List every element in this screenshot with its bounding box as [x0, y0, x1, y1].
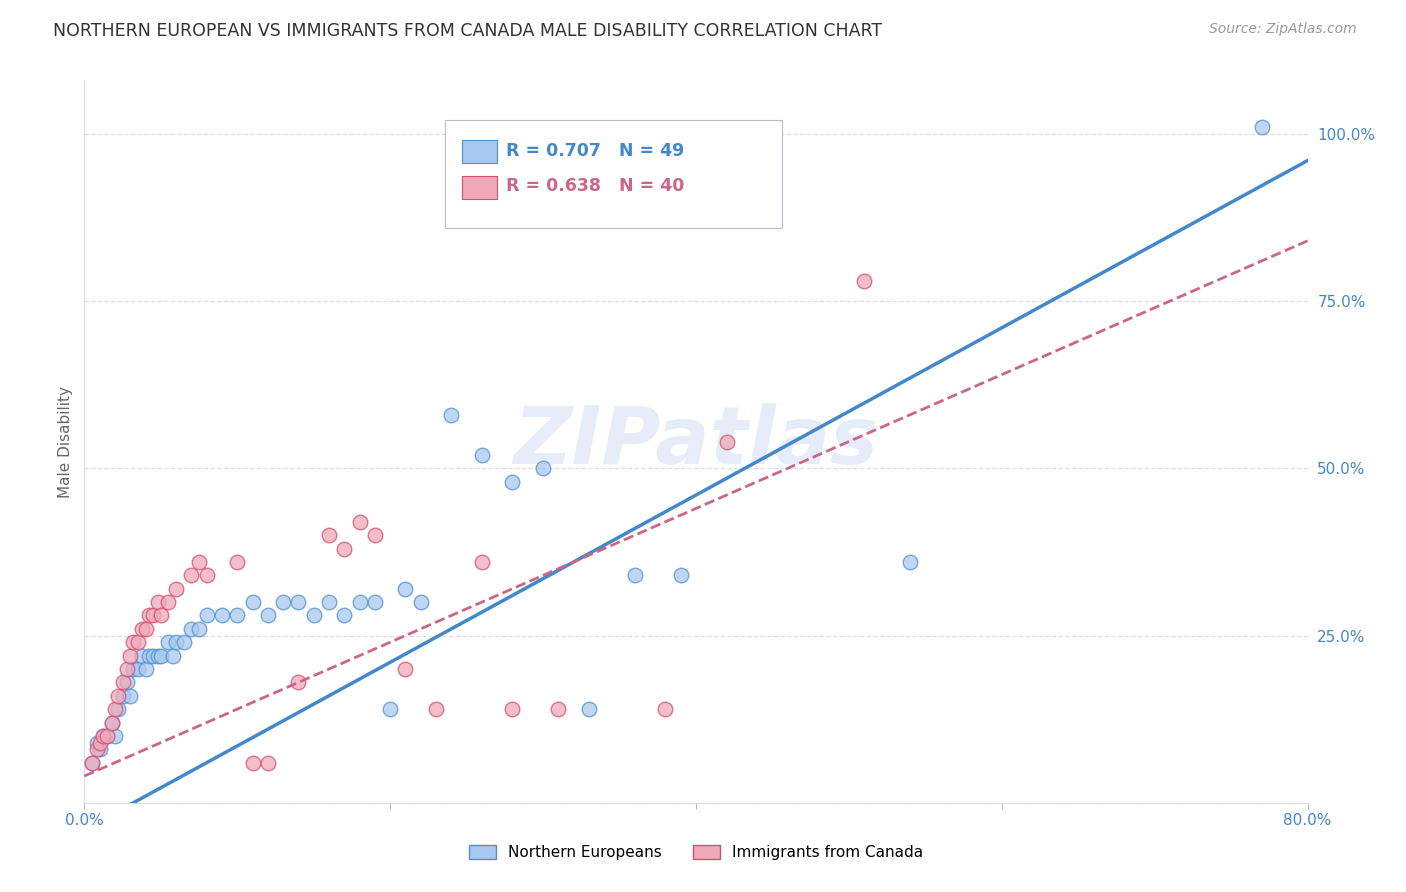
FancyBboxPatch shape [463, 176, 496, 199]
Point [120, 648, 142, 663]
Point [578, 702, 600, 716]
Point [80, 756, 103, 770]
Text: NORTHERN EUROPEAN VS IMMIGRANTS FROM CANADA MALE DISABILITY CORRELATION CHART: NORTHERN EUROPEAN VS IMMIGRANTS FROM CAN… [53, 22, 883, 40]
Point [502, 475, 524, 489]
Point [86, 735, 108, 749]
Point [226, 555, 249, 569]
Point [89, 742, 111, 756]
Point [195, 608, 218, 623]
Point [165, 582, 187, 596]
Point [257, 756, 280, 770]
Point [127, 662, 149, 676]
Point [96, 729, 118, 743]
Point [271, 595, 294, 609]
Point [318, 595, 340, 609]
Point [149, 608, 172, 623]
Point [142, 648, 165, 663]
Point [471, 448, 494, 462]
Point [654, 702, 676, 716]
Y-axis label: Male Disability: Male Disability [58, 385, 73, 498]
Point [101, 715, 124, 730]
Point [162, 648, 184, 663]
Point [111, 689, 134, 703]
Point [146, 648, 169, 663]
Point [101, 715, 124, 730]
Point [142, 608, 165, 623]
Point [122, 662, 145, 676]
Point [91, 729, 114, 743]
Text: ZIPatlas: ZIPatlas [513, 402, 879, 481]
Point [104, 702, 127, 716]
Point [173, 635, 195, 649]
Point [502, 702, 524, 716]
Point [115, 675, 138, 690]
Point [195, 568, 218, 582]
Point [853, 274, 876, 288]
Legend: Northern Europeans, Immigrants from Canada: Northern Europeans, Immigrants from Cana… [468, 845, 924, 860]
Point [409, 595, 432, 609]
Point [188, 622, 211, 636]
Point [287, 595, 309, 609]
Point [80, 756, 103, 770]
Point [188, 555, 211, 569]
FancyBboxPatch shape [446, 120, 782, 228]
Point [89, 735, 111, 749]
Point [349, 595, 371, 609]
Point [226, 608, 249, 623]
Point [107, 702, 129, 716]
Point [180, 622, 202, 636]
Point [531, 461, 554, 475]
Point [380, 702, 402, 716]
Point [138, 608, 160, 623]
Point [287, 675, 309, 690]
Point [394, 662, 416, 676]
Point [364, 528, 387, 542]
Point [242, 595, 264, 609]
FancyBboxPatch shape [463, 140, 496, 163]
Point [394, 582, 416, 596]
Point [131, 622, 153, 636]
Point [86, 742, 108, 756]
Point [471, 555, 494, 569]
Point [115, 662, 138, 676]
Point [111, 675, 134, 690]
Text: R = 0.638   N = 40: R = 0.638 N = 40 [506, 178, 685, 195]
Point [122, 635, 145, 649]
Point [425, 702, 447, 716]
Point [716, 434, 738, 449]
Point [135, 662, 157, 676]
Point [138, 648, 160, 663]
Point [135, 622, 157, 636]
Point [127, 635, 149, 649]
Point [104, 729, 127, 743]
Point [333, 608, 356, 623]
Point [107, 689, 129, 703]
Point [131, 648, 153, 663]
Text: R = 0.707   N = 49: R = 0.707 N = 49 [506, 142, 685, 160]
Point [120, 689, 142, 703]
Point [364, 595, 387, 609]
Point [149, 648, 172, 663]
Point [318, 528, 340, 542]
Point [302, 608, 325, 623]
Point [1250, 120, 1272, 135]
Point [157, 595, 180, 609]
Point [349, 515, 371, 529]
Text: Source: ZipAtlas.com: Source: ZipAtlas.com [1209, 22, 1357, 37]
Point [257, 608, 280, 623]
Point [96, 729, 118, 743]
Point [242, 756, 264, 770]
Point [898, 555, 921, 569]
Point [211, 608, 233, 623]
Point [157, 635, 180, 649]
Point [624, 568, 647, 582]
Point [547, 702, 569, 716]
Point [146, 595, 169, 609]
Point [91, 729, 114, 743]
Point [333, 541, 356, 556]
Point [165, 635, 187, 649]
Point [180, 568, 202, 582]
Point [440, 408, 463, 422]
Point [669, 568, 692, 582]
